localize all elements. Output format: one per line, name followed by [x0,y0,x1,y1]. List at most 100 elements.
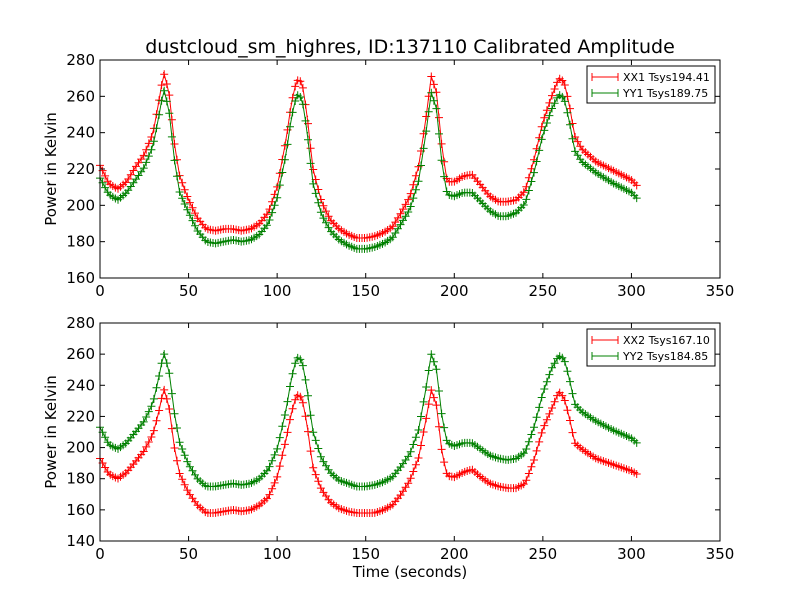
data-point [295,79,298,81]
data-point [480,200,482,203]
data-point [320,488,323,491]
x-tick-label: 350 [706,545,735,563]
data-point [497,215,500,217]
data-point [276,448,278,450]
data-point [441,451,443,454]
data-point [240,240,243,243]
data-point [373,512,376,514]
plot-panels: 0 50 100 150 200 250 300 350 160 180 200 220 240 260 2… [42,51,734,563]
legend-box [586,328,716,367]
data-point [400,222,402,225]
data-point [301,359,303,362]
legend-label: XX2 Tsys167.10 [623,334,710,347]
data-point [382,231,385,234]
data-point [249,509,252,511]
data-point [311,180,314,183]
data-point [550,407,553,410]
data-point [462,175,464,178]
legend-box [586,65,716,104]
data-point [205,228,208,230]
data-point [391,237,394,239]
data-point [173,142,176,145]
y-tick-label: 260 [66,87,95,105]
data-point [276,197,278,199]
data-point [515,199,518,201]
data-point [285,409,287,412]
data-point [306,389,309,391]
data-point [425,387,427,390]
data-point [205,485,208,488]
data-point [306,115,309,118]
data-point [409,195,411,198]
data-point [173,159,176,161]
data-point [168,91,170,94]
data-point [635,473,638,475]
data-point [391,226,394,228]
data-point [382,509,385,511]
data-point [258,233,261,236]
legend: XX1 Tsys194.41 YY1 Tsys189.75 [586,65,716,104]
data-point [471,468,473,471]
data-point [558,77,560,79]
data-point [295,356,298,359]
data-point [295,93,298,96]
data-point [497,457,500,460]
data-point [435,368,438,371]
data-point [306,425,309,427]
data-point [214,242,216,245]
data-point [143,420,146,422]
data-point [550,367,553,370]
x-tick-label: 150 [351,282,380,300]
data-point [462,442,464,444]
data-point [581,448,583,450]
data-point [187,211,190,214]
data-point [196,230,199,232]
data-point [542,121,544,123]
x-tick-label: 100 [263,545,292,563]
x-tick-label: 350 [706,282,735,300]
data-point [214,512,216,514]
data-point [347,233,349,236]
data-point [382,481,385,483]
legend-marker [591,352,619,360]
data-point [595,160,597,163]
data-point [635,184,638,187]
data-point [143,166,146,168]
data-point [435,404,438,407]
data-point [249,228,252,230]
data-point [223,484,225,486]
legend-marker [591,336,619,344]
legend-marker [591,73,619,81]
data-point [400,465,402,468]
data-point [542,428,544,430]
data-point [267,222,270,225]
data-point [168,110,170,112]
data-point [488,195,491,198]
data-point [152,131,154,134]
data-point [515,487,518,489]
data-point [425,117,427,119]
data-point [223,240,225,243]
data-point [178,442,181,444]
data-point [134,460,137,463]
y-tick-label: 260 [66,345,95,363]
data-point [581,411,583,413]
data-point [418,179,420,181]
data-point [320,200,323,203]
y-tick-label: 160 [66,501,95,519]
data-point [453,445,456,447]
data-point [506,200,509,203]
data-point [391,476,394,479]
data-point [196,504,199,507]
data-point [612,429,615,432]
data-point [573,403,576,405]
data-point [462,471,464,474]
series-2-2 [96,350,641,491]
data-point [329,471,332,474]
x-tick-label: 250 [529,282,558,300]
data-point [157,117,160,119]
panel-1: 0 50 100 150 200 250 300 350 160 180 200 220 240 260 2… [42,51,734,300]
data-point [116,448,119,450]
data-point [558,354,560,357]
data-point [187,491,190,494]
